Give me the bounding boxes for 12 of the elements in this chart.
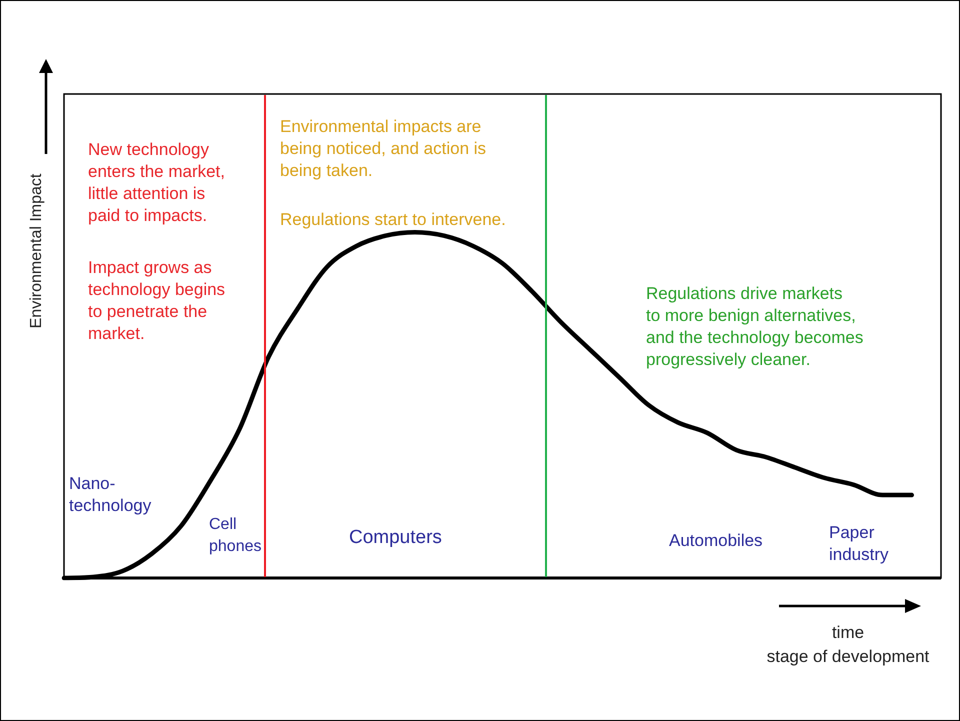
- annotation: Paper industry: [829, 522, 889, 566]
- x-axis-title: time stage of development: [766, 622, 930, 668]
- annotation: Nano- technology: [69, 473, 152, 517]
- y-axis-title: Environmental Impact: [28, 174, 46, 328]
- annotation: Computers: [349, 527, 442, 549]
- text: Environmental impacts are being noticed, and action is being taken.: [280, 116, 486, 182]
- text: Regulations start to intervene.: [280, 209, 506, 231]
- annotation: Cell phones: [209, 515, 262, 557]
- annotation: Regulations drive markets to more benign alternatives, and the technology becomes progressively cleaner.: [646, 283, 864, 371]
- annotation: Impact grows as technology begins to penetrate the market.: [88, 257, 226, 345]
- annotation: Automobiles: [669, 530, 763, 552]
- text: New technology enters the market, little attention is paid to impacts.: [88, 139, 226, 227]
